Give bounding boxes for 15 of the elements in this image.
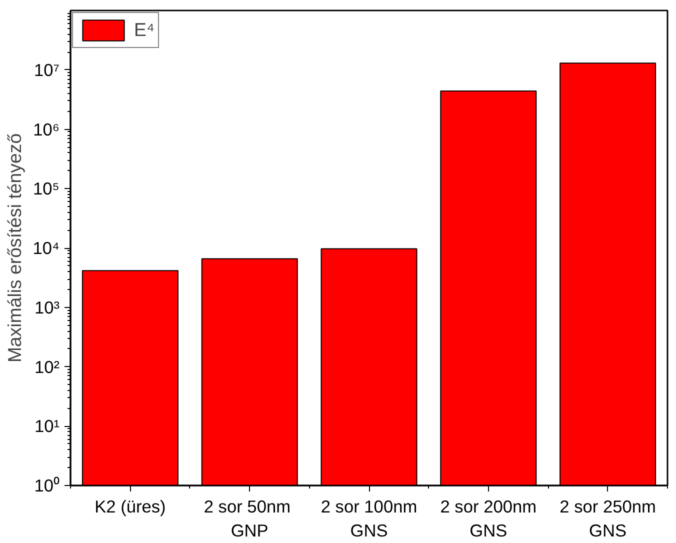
x-tick-label: K2 (üres)	[94, 496, 166, 516]
y-tick-label: 10³	[34, 297, 60, 318]
x-tick-label: 2 sor 200nm GNS	[440, 496, 537, 540]
y-tick-label: 10⁷	[34, 60, 60, 80]
y-tick-label: 10⁴	[32, 238, 60, 258]
x-tick-label: 2 sor 100nm GNS	[320, 496, 418, 540]
legend-label: E⁴	[134, 19, 154, 41]
x-tick-label: 2 sor 250nm GNS	[560, 496, 656, 540]
x-tick-label: 2 sor 50nm GNP	[204, 496, 291, 540]
y-tick-label: 10⁶	[33, 119, 60, 140]
y-axis-title: Maximális erősítési tényező	[4, 133, 25, 363]
y-tick-label: 10⁰	[34, 476, 60, 496]
y-tick-label: 10¹	[34, 416, 60, 436]
y-tick-label: 10²	[34, 356, 60, 377]
y-tick-label: 10⁵	[33, 178, 60, 199]
